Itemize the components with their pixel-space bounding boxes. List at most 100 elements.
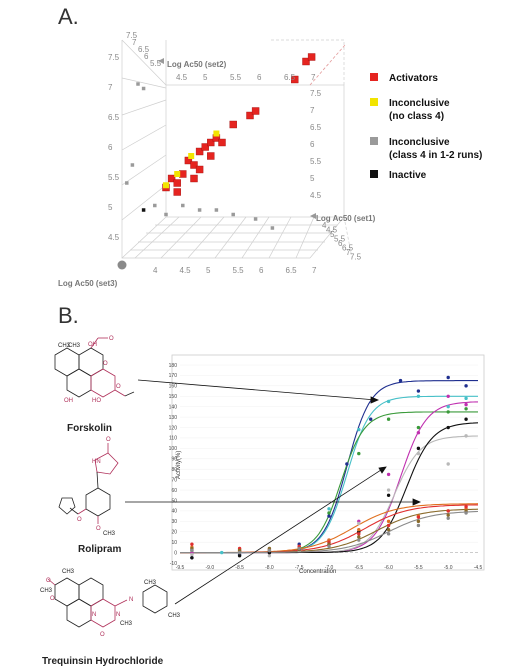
- y-tick-label: 10: [171, 540, 177, 546]
- data-point: [386, 399, 391, 404]
- rolipram-cyclopentyl: [58, 497, 76, 515]
- trequinsin-ring-c: [66, 598, 92, 628]
- scatter3d-point-c4: [130, 163, 135, 167]
- y-tick-label: 0: [174, 550, 177, 556]
- scatter3d-point-act: [173, 188, 181, 196]
- scatter3d-point-c4: [125, 181, 129, 185]
- x-tick-label: -7.0: [325, 565, 334, 571]
- set3-axis-ticks: 4 4.5 5 5.5 6 6.5 7: [153, 266, 317, 275]
- data-point: [357, 527, 361, 532]
- top-tick-label: 6: [257, 73, 262, 82]
- rolipram-atom: CH3: [103, 531, 116, 537]
- data-point: [357, 532, 361, 536]
- left-tick-label: 5: [108, 203, 113, 212]
- data-point: [416, 451, 421, 456]
- legend-swatch-class4: [370, 137, 378, 145]
- data-point: [464, 402, 468, 407]
- set3-tick-label: 5.5: [233, 266, 245, 275]
- scatter3d-point-act: [229, 120, 237, 129]
- data-point: [386, 532, 391, 536]
- trequinsin-atom: CH3: [62, 569, 75, 575]
- scatter3d-point-act: [246, 111, 254, 120]
- set1-axis-ticks: 4 4.55 5.56 6.57 7.5: [322, 221, 362, 262]
- top-tick-label: 7: [311, 73, 316, 82]
- data-point: [267, 548, 272, 553]
- data-point: [446, 394, 450, 398]
- data-point: [357, 451, 361, 456]
- trequinsin-ring-b: [78, 577, 104, 607]
- data-point: [357, 538, 361, 542]
- data-point: [464, 417, 468, 421]
- axis-label-set2: Log Ac50 (set2): [167, 60, 227, 69]
- legend-swatch-inactive: [370, 170, 378, 178]
- y-tick-label: 100: [169, 446, 178, 452]
- y-tick-label: 60: [171, 488, 177, 494]
- rolipram-arrowhead-icon: [412, 498, 422, 506]
- trequinsin-arrowhead-icon: [378, 466, 387, 474]
- x-tick-label: -8.5: [235, 565, 244, 571]
- left-tick-label: 4.5: [108, 233, 120, 242]
- scatter3d-point-act: [302, 57, 310, 66]
- data-point: [357, 535, 361, 539]
- data-point: [190, 548, 194, 553]
- data-point: [220, 550, 224, 555]
- data-point: [386, 488, 391, 492]
- wall-grid: [121, 77, 167, 89]
- set1-tick-label: 5: [330, 230, 335, 239]
- scatter3d-point-act: [179, 170, 187, 178]
- scatter3d-dashed-diagonal: [309, 44, 346, 86]
- x-tick-label: -4.5: [474, 565, 483, 571]
- data-point: [190, 552, 194, 557]
- origin-marker: [117, 260, 127, 270]
- set3-tick-label: 5: [206, 266, 211, 275]
- data-point: [369, 417, 373, 421]
- y-tick-label: 30: [171, 519, 177, 525]
- cube-edge: [121, 39, 167, 86]
- x-tick-label: -8.0: [265, 565, 274, 571]
- data-point: [190, 542, 194, 546]
- scatter3d-point-act: [173, 179, 181, 187]
- forskolin-atom: O: [103, 361, 108, 367]
- set3-tick-label: 4.5: [180, 266, 192, 275]
- data-point: [464, 407, 468, 411]
- left-tick-label: 6: [108, 143, 113, 152]
- trequinsin-atom: CH3: [40, 588, 53, 594]
- scatter3d-point-act: [195, 147, 204, 156]
- scatter3d-point-c4: [214, 208, 219, 212]
- trequinsin-atom: O: [46, 578, 51, 584]
- x-tick-label: -7.5: [295, 565, 304, 571]
- corner-axis-ticks: 7.576.565.5: [126, 31, 162, 68]
- data-point: [237, 554, 242, 558]
- diagonal-guide: [309, 44, 346, 86]
- y-tick-label: 140: [169, 404, 178, 410]
- corner-tick-label: 6.5: [138, 45, 150, 54]
- forskolin-atom: O: [116, 384, 121, 390]
- data-point: [386, 472, 391, 477]
- scatter3d-point-c4: [181, 203, 185, 208]
- trequinsin-atom: O: [50, 596, 55, 602]
- trequinsin-atom: N: [116, 612, 120, 618]
- scatter3d: [121, 39, 353, 259]
- wall-grid: [121, 124, 167, 151]
- y-axis-label: Activity(%): [176, 451, 182, 479]
- legend-swatch-inconclusive: [370, 98, 378, 106]
- data-point: [446, 375, 450, 380]
- scatter3d-point-inc: [213, 130, 220, 137]
- trequinsin-atom: CH3: [168, 613, 181, 619]
- forskolin-atom: O: [109, 336, 114, 342]
- trequinsin-atom: CH3: [144, 580, 157, 586]
- axis-label-set1: Log Ac50 (set1): [316, 214, 376, 223]
- trequinsin-structure: [47, 577, 168, 628]
- data-point: [446, 462, 450, 466]
- set3-tick-label: 6.5: [286, 266, 298, 275]
- right-tick-label: 6: [310, 140, 315, 149]
- data-point: [464, 434, 468, 438]
- legend-label-inactive: Inactive: [389, 170, 427, 181]
- pointer-arrows: [125, 379, 422, 605]
- rolipram-atom: O: [96, 526, 101, 532]
- scatter3d-point-act: [207, 138, 215, 147]
- data-point: [416, 515, 421, 519]
- scatter3d-points: [125, 53, 316, 230]
- data-point: [386, 417, 391, 421]
